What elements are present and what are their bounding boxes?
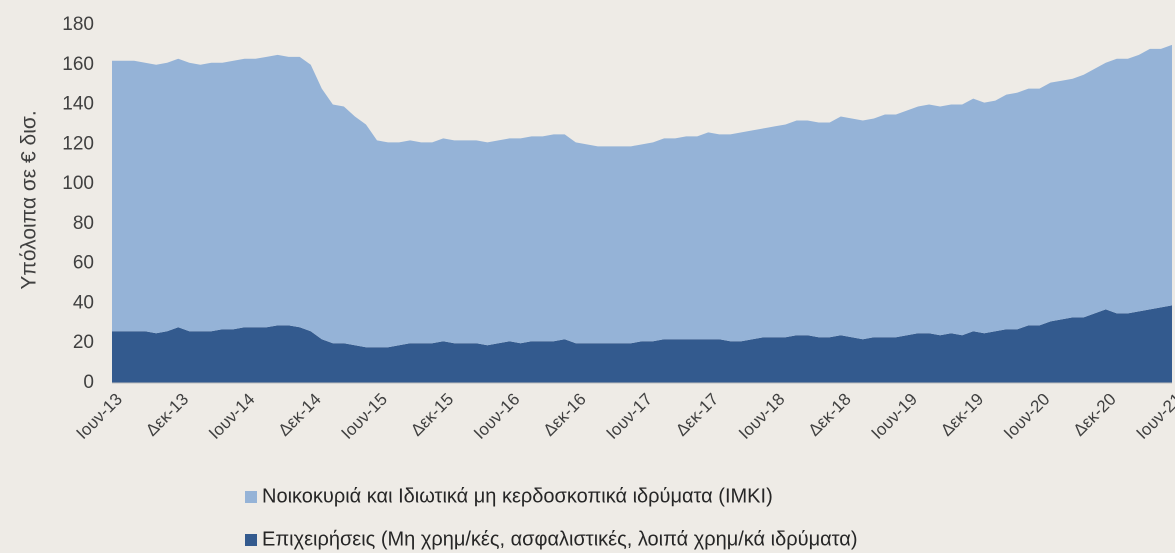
area xyxy=(112,305,1172,383)
y-tick-label: 100 xyxy=(62,173,94,194)
x-tick-label: Ιουν-16 xyxy=(470,390,523,443)
x-tick-label: Ιουν-14 xyxy=(205,390,258,443)
x-tick-label: Ιουν-21 xyxy=(1133,390,1175,443)
x-tick-label: Δεκ-20 xyxy=(1070,390,1120,440)
x-tick-label: Δεκ-17 xyxy=(672,390,722,440)
legend-swatch xyxy=(245,534,257,546)
y-tick-label: 40 xyxy=(73,292,94,313)
y-tick-label: 60 xyxy=(73,253,94,274)
y-axis-title: Υπόλοιπα σε € δισ. xyxy=(18,110,41,289)
y-tick-label: 80 xyxy=(73,213,94,234)
x-tick-label: Ιουν-20 xyxy=(1000,390,1053,443)
x-tick-label: Δεκ-16 xyxy=(540,390,590,440)
legend-label: Επιχειρήσεις (Μη χρημ/κές, ασφαλιστικές,… xyxy=(262,528,858,550)
y-tick-label: 180 xyxy=(62,14,94,35)
y-tick-label: 160 xyxy=(62,54,94,75)
y-tick-label: 0 xyxy=(83,372,94,393)
x-tick-label: Ιουν-18 xyxy=(735,390,788,443)
legend-label: Νοικοκυριά και Ιδιωτικά μη κερδοσκοπικά … xyxy=(262,485,773,507)
y-tick-label: 140 xyxy=(62,94,94,115)
x-tick-label: Ιουν-17 xyxy=(603,390,656,443)
x-tick-label: Ιουν-15 xyxy=(338,390,391,443)
x-tick-label: Δεκ-19 xyxy=(937,390,987,440)
y-tick-label: 20 xyxy=(73,332,94,353)
x-tick-label: Δεκ-14 xyxy=(275,390,325,440)
x-tick-label: Δεκ-13 xyxy=(142,390,192,440)
x-tick-label: Δεκ-18 xyxy=(805,390,855,440)
legend-swatch xyxy=(245,491,257,503)
x-tick-label: Ιουν-19 xyxy=(868,390,921,443)
x-tick-label: Δεκ-15 xyxy=(407,390,457,440)
x-tick-label: Ιουν-13 xyxy=(73,390,126,443)
y-tick-label: 120 xyxy=(62,133,94,154)
area xyxy=(112,44,1172,348)
